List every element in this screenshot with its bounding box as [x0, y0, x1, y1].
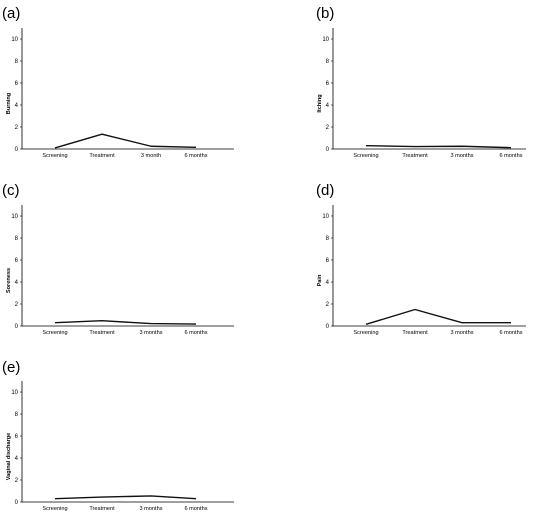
y-axis-label: Itching: [317, 94, 323, 113]
x-category-label: 6 months: [184, 506, 207, 512]
y-tick-label: 2: [15, 125, 19, 131]
y-tick-label: 2: [326, 125, 330, 131]
y-tick-label: 8: [15, 412, 19, 418]
panel-label: (a): [2, 5, 20, 22]
y-tick-label: 6: [15, 258, 19, 264]
panel-c: (c) 0 2 4 6 8 10 Soreness Screening Treatment 3 mo…: [2, 182, 234, 336]
x-category-label: Screening: [42, 153, 67, 159]
panel-e: (e) 0 2 4 6 8 10 Vaginal discharge Screening Trea…: [2, 359, 234, 512]
panel-label: (c): [2, 182, 20, 199]
series-line: [54, 133, 197, 149]
x-category-label: Treatment: [402, 330, 428, 336]
y-tick-label: 2: [15, 302, 19, 308]
y-tick-label: 0: [15, 324, 19, 330]
y-tick-label: 8: [326, 236, 330, 242]
y-tick-label: 10: [11, 37, 18, 43]
y-tick-label: 8: [15, 59, 19, 65]
axis-lines: [21, 205, 234, 327]
x-category-label: 6 months: [184, 153, 207, 159]
series-line: [365, 145, 512, 149]
y-tick-label: 4: [15, 103, 19, 109]
panel-b: (b) 0 2 4 6 8 10 Itching Screening Treatment 3 mon…: [316, 5, 526, 159]
x-category-label: Screening: [42, 506, 67, 512]
y-tick-label: 2: [15, 478, 19, 484]
series-line: [54, 320, 197, 325]
y-tick-label: 0: [15, 147, 19, 153]
panel-label: (e): [2, 359, 20, 376]
y-tick-label: 8: [326, 59, 330, 65]
x-category-label: Treatment: [89, 506, 115, 512]
panel-label: (d): [316, 182, 334, 199]
y-tick-label: 4: [15, 456, 19, 462]
x-category-label: 3 months: [139, 330, 162, 336]
y-tick-label: 10: [322, 37, 329, 43]
y-axis-label: Pain: [317, 274, 323, 286]
y-tick-label: 4: [326, 280, 330, 286]
series-line: [54, 495, 197, 500]
y-tick-label: 6: [326, 81, 330, 87]
y-tick-label: 6: [15, 81, 19, 87]
y-tick-label: 2: [326, 302, 330, 308]
x-category-label: Screening: [353, 330, 378, 336]
y-axis-label: Soreness: [6, 268, 12, 293]
x-category-label: 3 months: [450, 330, 473, 336]
panel-a: (a) 0 2 4 6 8 10 Burning Screening Treatment 3 mon…: [2, 5, 234, 159]
x-category-label: 6 months: [499, 153, 522, 159]
y-tick-label: 10: [322, 214, 329, 220]
axis-lines: [21, 381, 234, 503]
y-tick-label: 6: [15, 434, 19, 440]
y-tick-label: 0: [326, 147, 330, 153]
axis-lines: [21, 28, 234, 150]
y-axis-label: Burning: [6, 92, 12, 114]
x-category-label: Treatment: [89, 153, 115, 159]
panel-d: (d) 0 2 4 6 8 10 Pain Screening Treatment 3 months…: [316, 182, 526, 336]
x-category-label: 6 months: [184, 330, 207, 336]
series-line: [365, 308, 511, 326]
y-tick-label: 6: [326, 258, 330, 264]
x-category-label: Screening: [353, 153, 378, 159]
y-tick-label: 8: [15, 236, 19, 242]
x-category-label: Treatment: [89, 330, 115, 336]
y-tick-label: 10: [11, 390, 18, 396]
x-category-label: 6 months: [499, 330, 522, 336]
y-tick-label: 4: [15, 280, 19, 286]
x-category-label: 3 months: [450, 153, 473, 159]
x-category-label: 3 month: [141, 153, 161, 159]
y-tick-label: 0: [15, 500, 19, 506]
axis-lines: [332, 205, 526, 327]
x-category-label: Screening: [42, 330, 67, 336]
panel-label: (b): [316, 5, 334, 22]
axis-lines: [332, 28, 526, 150]
y-tick-label: 0: [326, 324, 330, 330]
y-tick-label: 4: [326, 103, 330, 109]
x-category-label: Treatment: [402, 153, 428, 159]
y-axis-label: Vaginal discharge: [6, 433, 12, 481]
x-category-label: 3 months: [139, 506, 162, 512]
y-tick-label: 10: [11, 214, 18, 220]
